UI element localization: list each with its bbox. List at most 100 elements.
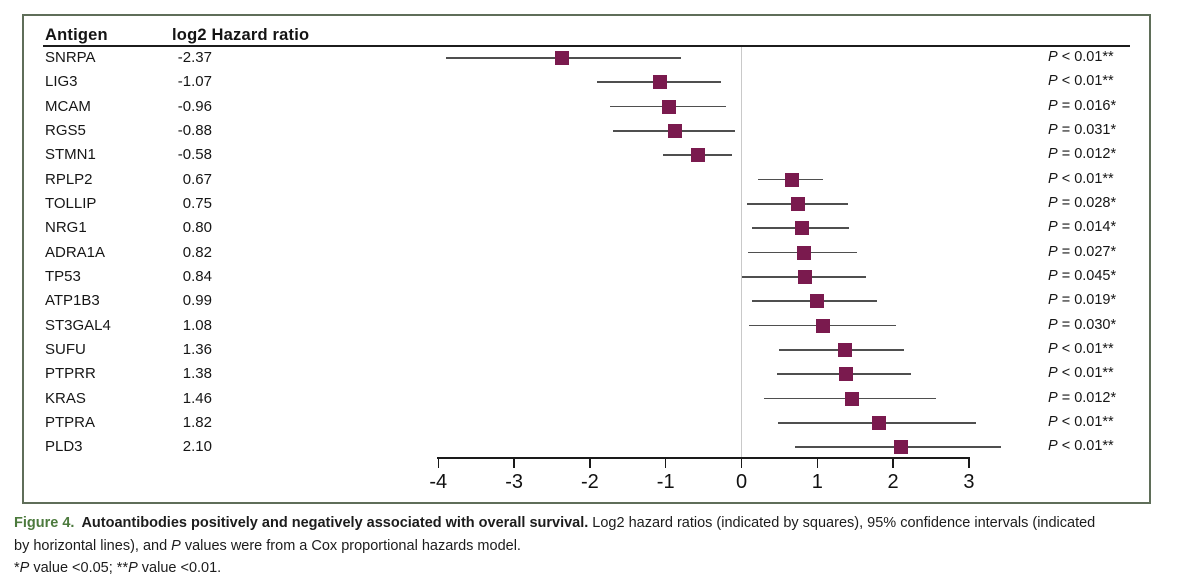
log2-hazard-ratio-value: 0.67 <box>182 170 212 188</box>
header-rule <box>43 45 1130 47</box>
p-symbol: P <box>1048 389 1058 406</box>
caption-text-segment: P <box>171 537 181 554</box>
x-axis-tick <box>892 457 894 468</box>
antigen-label: STMN1 <box>45 146 96 164</box>
antigen-label: ADRA1A <box>45 243 106 261</box>
hazard-ratio-square-marker <box>795 221 810 236</box>
x-axis-tick <box>664 457 667 468</box>
x-axis-line <box>437 457 970 459</box>
hazard-ratio-square-marker <box>661 99 676 114</box>
antigen-label: TOLLIP <box>45 194 97 212</box>
caption-line-2: by horizontal lines), and P values were … <box>14 535 1194 558</box>
caption-text-segment: * <box>14 560 20 576</box>
hazard-ratio-square-marker <box>893 440 908 455</box>
p-symbol: P <box>1048 267 1058 284</box>
log2-hazard-ratio-value: 0.84 <box>182 267 212 285</box>
antigen-label: PTPRR <box>45 365 96 383</box>
log2-hazard-ratio-value: -1.07 <box>177 73 212 91</box>
log2-hazard-ratio-value: 2.10 <box>182 438 212 456</box>
log2-hazard-ratio-value: 1.46 <box>182 389 212 407</box>
caption-line-1: Figure 4. Autoantibodies positively and n… <box>14 512 1194 535</box>
p-value-label: P = 0.045* <box>1048 267 1117 284</box>
column-header-log2-hazard-ratio: log2 Hazard ratio <box>172 26 310 44</box>
x-axis-tick <box>816 457 819 468</box>
x-axis-tick-label: -2 <box>580 471 599 493</box>
hazard-ratio-square-marker <box>872 415 887 430</box>
p-symbol: P <box>1048 438 1058 455</box>
antigen-label: RPLP2 <box>45 170 93 188</box>
p-symbol: P <box>1048 170 1058 187</box>
figure-caption: Figure 4. Autoantibodies positively and n… <box>14 512 1194 580</box>
caption-text-segment: value <0.05; ** <box>29 560 129 576</box>
antigen-label: RGS5 <box>45 121 86 139</box>
x-axis-tick <box>513 457 515 468</box>
caption-text-segment: by horizontal lines), and <box>14 537 172 554</box>
x-axis-tick-label: -4 <box>429 471 448 493</box>
antigen-label: SUFU <box>45 340 86 358</box>
log2-hazard-ratio-value: 0.75 <box>182 194 212 212</box>
p-value-label: P = 0.027* <box>1048 243 1117 260</box>
hazard-ratio-square-marker <box>690 148 705 163</box>
p-value-label: P < 0.01** <box>1048 413 1114 430</box>
log2-hazard-ratio-value: 1.36 <box>182 340 212 358</box>
caption-line-3: *P value <0.05; **P value <0.01. <box>14 557 1194 580</box>
p-value-label: P = 0.016* <box>1048 97 1117 114</box>
log2-hazard-ratio-value: 0.82 <box>182 243 212 261</box>
x-axis-tick <box>437 457 440 468</box>
x-axis-tick-label: 1 <box>811 471 823 493</box>
x-axis-tick-label: 3 <box>963 471 975 493</box>
antigen-label: ATP1B3 <box>45 292 100 310</box>
antigen-label: KRAS <box>45 389 86 407</box>
p-symbol: P <box>1048 365 1058 382</box>
log2-hazard-ratio-value: 1.82 <box>182 413 212 431</box>
p-value-label: P = 0.019* <box>1048 292 1117 309</box>
log2-hazard-ratio-value: 0.80 <box>182 219 212 237</box>
antigen-label: SNRPA <box>45 49 96 66</box>
caption-text-segment: value <0.01. <box>137 560 222 576</box>
p-symbol: P <box>1048 243 1058 260</box>
p-symbol: P <box>1048 292 1058 309</box>
p-symbol: P <box>1048 194 1058 211</box>
hazard-ratio-square-marker <box>809 294 824 309</box>
caption-text-segment: values were from a Cox proportional haza… <box>180 537 521 554</box>
p-value-label: P = 0.014* <box>1048 219 1117 236</box>
p-symbol: P <box>1048 146 1058 163</box>
x-axis-tick-label: 2 <box>887 471 899 493</box>
x-axis-tick-label: 0 <box>735 471 748 493</box>
caption-text-segment: P <box>19 560 30 576</box>
log2-hazard-ratio-value: -0.88 <box>177 121 212 139</box>
p-value-label: P < 0.01** <box>1048 365 1114 382</box>
hazard-ratio-square-marker <box>798 269 813 284</box>
p-value-label: P = 0.031* <box>1048 121 1117 138</box>
antigen-label: ST3GAL4 <box>45 316 111 334</box>
log2-hazard-ratio-value: -0.96 <box>177 97 212 115</box>
p-symbol: P <box>1048 316 1058 333</box>
hazard-ratio-square-marker <box>816 318 831 333</box>
hazard-ratio-square-marker <box>796 245 811 260</box>
log2-hazard-ratio-value: -2.37 <box>177 49 212 66</box>
log2-hazard-ratio-value: -0.58 <box>177 146 212 164</box>
hazard-ratio-square-marker <box>839 367 854 382</box>
p-value-label: P = 0.030* <box>1048 316 1117 333</box>
p-value-label: P < 0.01** <box>1048 340 1114 357</box>
hazard-ratio-square-marker <box>845 391 860 406</box>
p-symbol: P <box>1048 219 1058 236</box>
log2-hazard-ratio-value: 1.08 <box>182 316 212 334</box>
caption-title: Autoantibodies positively and negatively… <box>81 515 589 531</box>
antigen-label: TP53 <box>45 267 81 285</box>
p-symbol: P <box>1048 121 1058 138</box>
antigen-label: PLD3 <box>45 438 83 456</box>
log2-hazard-ratio-value: 1.38 <box>182 365 212 383</box>
zero-reference-line <box>740 47 743 457</box>
x-axis-tick <box>589 457 591 468</box>
caption-figure-label: Figure 4. <box>14 515 75 531</box>
p-value-label: P < 0.01** <box>1048 170 1114 187</box>
antigen-label: NRG1 <box>45 219 87 237</box>
p-symbol: P <box>1048 97 1058 114</box>
p-value-label: P = 0.012* <box>1048 146 1117 163</box>
x-axis-tick-label: -1 <box>656 471 675 493</box>
log2-hazard-ratio-value: 0.99 <box>182 292 212 310</box>
p-value-label: P < 0.01** <box>1048 49 1114 65</box>
antigen-label: MCAM <box>45 97 91 115</box>
hazard-ratio-square-marker <box>554 51 569 65</box>
